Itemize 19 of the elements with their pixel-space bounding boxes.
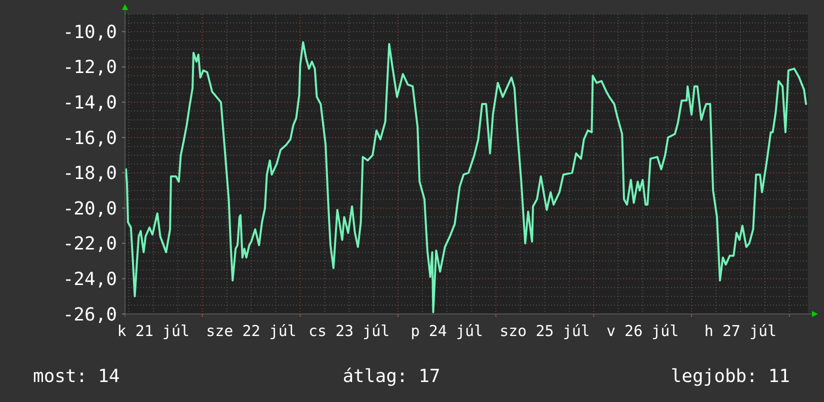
x-tick-label: cs 23 júl (308, 322, 390, 340)
text: átlag: 17 (342, 366, 440, 387)
x-tick-label: v 26 júl (606, 322, 679, 340)
x-tick-label: h 27 júl (704, 322, 777, 340)
y-tick-label: -24,0 (62, 269, 117, 290)
y-tick-label: -20,0 (62, 198, 117, 220)
y-tick-label: -26,0 (62, 304, 117, 326)
y-tick-label: -10,0 (62, 22, 117, 43)
text: most: 14 (33, 366, 120, 387)
y-tick-label: -22,0 (62, 234, 117, 255)
x-tick-label: szo 25 júl (500, 322, 590, 340)
y-tick-label: -14,0 (62, 92, 117, 114)
text: legjobb: 11 (670, 366, 790, 387)
y-tick-label: -16,0 (62, 128, 117, 149)
y-tick-label: -12,0 (62, 57, 117, 78)
x-tick-label: sze 22 júl (206, 322, 296, 340)
x-tick-label: k 21 júl (117, 322, 190, 340)
y-tick-label: -18,0 (62, 163, 117, 184)
x-tick-label: p 24 júl (410, 322, 484, 340)
